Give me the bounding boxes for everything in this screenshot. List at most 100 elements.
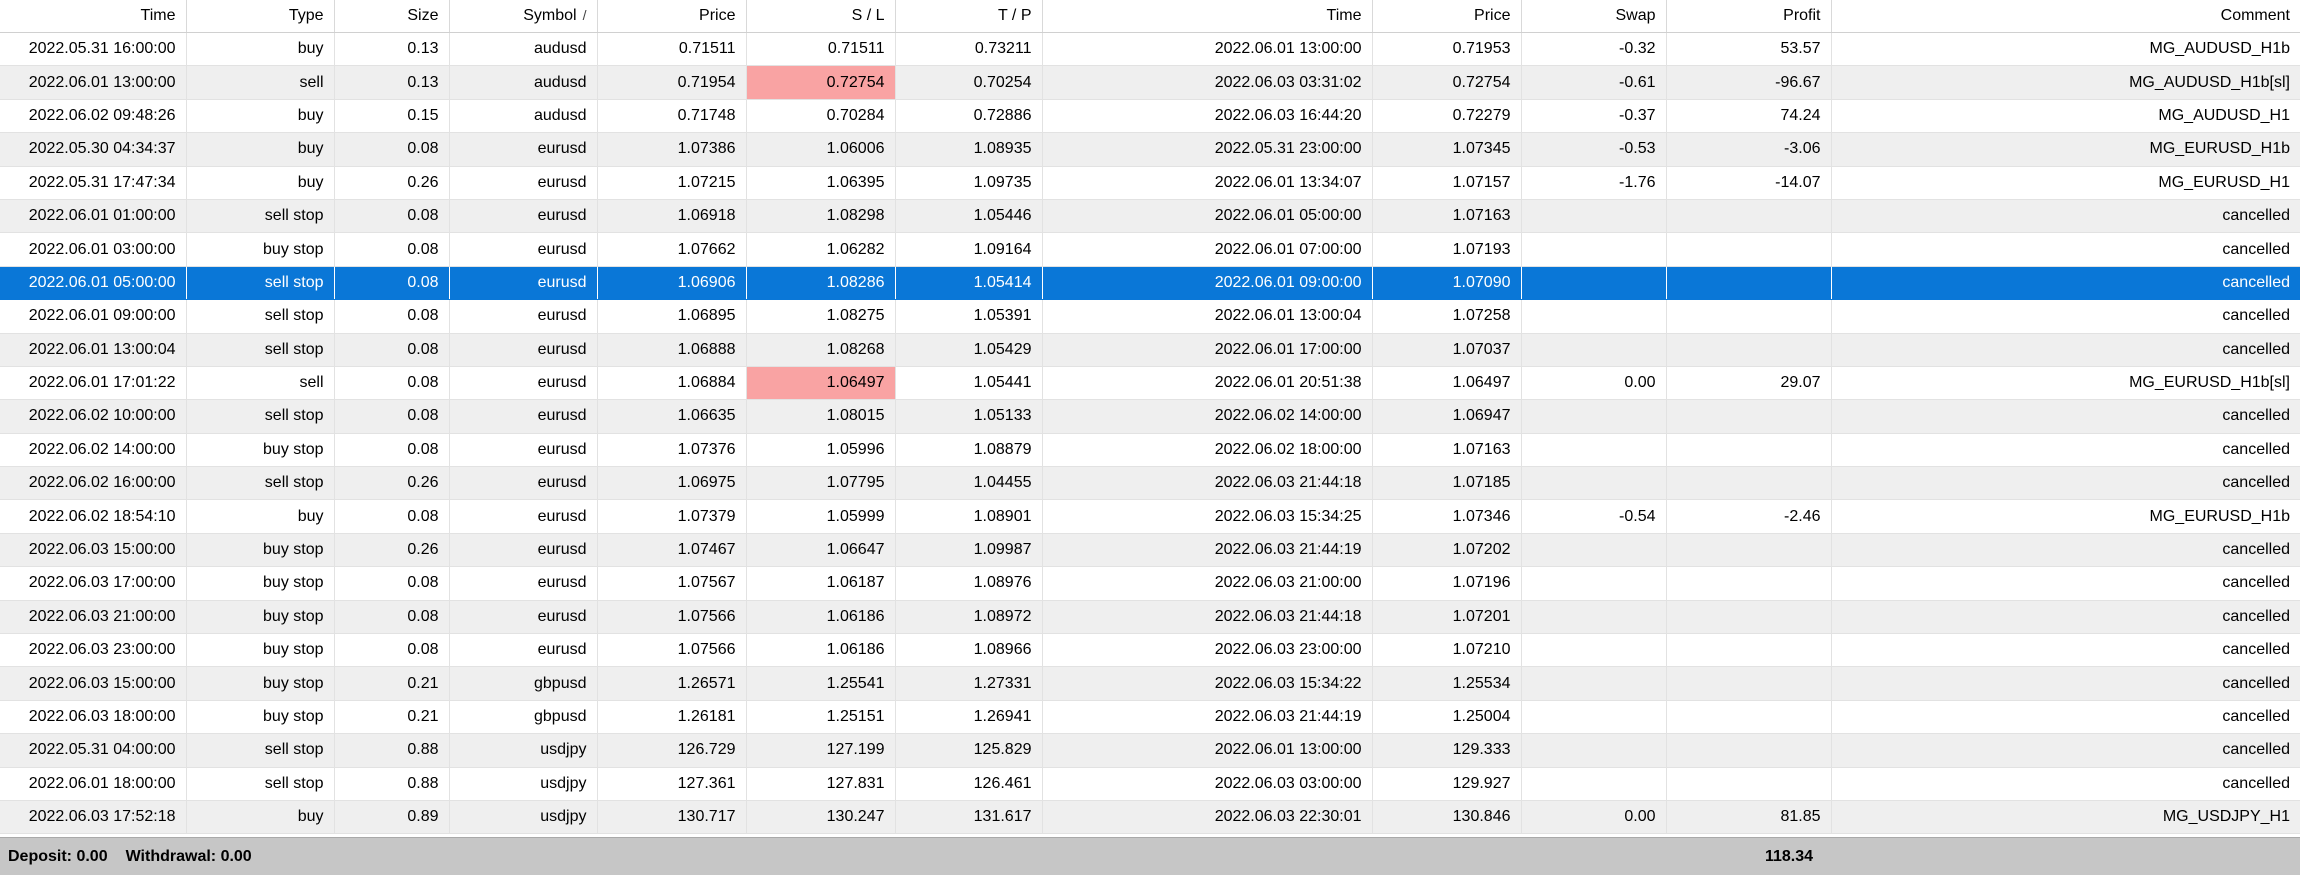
cell-close-time: 2022.06.03 21:44:18 (1042, 600, 1373, 635)
cell-open-price: 1.07379 (597, 499, 747, 534)
table-row[interactable]: 2022.05.31 16:00:00 buy 0.13 audusd 0.71511 0… (0, 32, 2300, 67)
cell-swap (1521, 299, 1667, 334)
cell-open-time: 2022.06.03 17:00:00 (0, 566, 187, 601)
cell-close-price: 1.07185 (1372, 466, 1522, 501)
cell-sl: 130.247 (746, 800, 896, 835)
column-header-tp[interactable]: T / P (895, 0, 1043, 33)
cell-open-price: 1.06884 (597, 366, 747, 401)
table-row[interactable]: 2022.06.03 15:00:00 buy stop 0.26 eurusd 1.0… (0, 533, 2300, 568)
table-row[interactable]: 2022.06.02 10:00:00 sell stop 0.08 eurusd 1.… (0, 399, 2300, 434)
cell-sl: 1.06187 (746, 566, 896, 601)
cell-close-time: 2022.06.03 23:00:00 (1042, 633, 1373, 668)
cell-size: 0.26 (334, 166, 450, 200)
table-row[interactable]: 2022.06.02 16:00:00 sell stop 0.26 eurusd 1.… (0, 466, 2300, 501)
cell-close-time: 2022.06.02 14:00:00 (1042, 399, 1373, 434)
cell-profit (1666, 733, 1832, 768)
cell-size: 0.08 (334, 600, 450, 635)
table-row[interactable]: 2022.06.01 17:01:22 sell 0.08 eurusd 1.06884… (0, 366, 2300, 401)
cell-swap (1521, 232, 1667, 267)
cell-comment: cancelled (1831, 566, 2300, 601)
table-row[interactable]: 2022.06.01 09:00:00 sell stop 0.08 eurusd 1.… (0, 299, 2300, 334)
cell-sl: 1.06647 (746, 533, 896, 568)
cell-type: buy (186, 32, 335, 67)
table-row[interactable]: 2022.05.31 04:00:00 sell stop 0.88 usdjpy 12… (0, 733, 2300, 768)
cell-size: 0.08 (334, 232, 450, 267)
cell-profit: 74.24 (1666, 99, 1832, 134)
table-row[interactable]: 2022.05.31 17:47:34 buy 0.26 eurusd 1.07215 1… (0, 166, 2300, 200)
cell-type: buy (186, 132, 335, 167)
cell-sl: 1.06186 (746, 633, 896, 668)
table-row[interactable]: 2022.06.01 01:00:00 sell stop 0.08 eurusd 1.… (0, 199, 2300, 234)
cell-symbol: usdjpy (449, 800, 598, 835)
table-row[interactable]: 2022.06.01 18:00:00 sell stop 0.88 usdjpy 12… (0, 767, 2300, 801)
cell-symbol: gbpusd (449, 666, 598, 701)
column-header-symbol[interactable]: Symbol / (449, 0, 598, 33)
cell-close-price: 1.07163 (1372, 433, 1522, 468)
cell-close-time: 2022.06.01 13:00:00 (1042, 32, 1373, 67)
cell-swap (1521, 633, 1667, 668)
column-header-profit[interactable]: Profit (1666, 0, 1832, 33)
cell-type: sell stop (186, 266, 335, 301)
cell-comment: cancelled (1831, 433, 2300, 468)
table-row[interactable]: 2022.06.01 13:00:04 sell stop 0.08 eurusd 1.… (0, 333, 2300, 367)
cell-size: 0.08 (334, 566, 450, 601)
cell-tp: 1.27331 (895, 666, 1043, 701)
column-header-comment[interactable]: Comment (1831, 0, 2300, 33)
cell-size: 0.88 (334, 767, 450, 801)
column-header-open-price[interactable]: Price (597, 0, 747, 33)
table-row[interactable]: 2022.06.01 03:00:00 buy stop 0.08 eurusd 1.0… (0, 232, 2300, 267)
cell-comment: MG_EURUSD_H1b (1831, 499, 2300, 534)
cell-swap (1521, 666, 1667, 701)
table-row[interactable]: 2022.06.02 09:48:26 buy 0.15 audusd 0.71748 0… (0, 99, 2300, 134)
cell-type: sell stop (186, 199, 335, 234)
cell-open-price: 1.06906 (597, 266, 747, 301)
table-row[interactable]: 2022.06.03 21:00:00 buy stop 0.08 eurusd 1.0… (0, 600, 2300, 635)
table-row[interactable]: 2022.06.03 17:52:18 buy 0.89 usdjpy 130.717 1… (0, 800, 2300, 835)
table-row[interactable]: 2022.05.30 04:34:37 buy 0.08 eurusd 1.07386 1… (0, 132, 2300, 167)
table-row[interactable]: 2022.06.02 18:54:10 buy 0.08 eurusd 1.07379 1… (0, 499, 2300, 534)
table-row[interactable]: 2022.06.03 17:00:00 buy stop 0.08 eurusd 1.0… (0, 566, 2300, 601)
cell-close-time: 2022.06.01 07:00:00 (1042, 232, 1373, 267)
cell-tp: 1.05391 (895, 299, 1043, 334)
cell-swap: 0.00 (1521, 800, 1667, 835)
table-row[interactable]: 2022.06.01 05:00:00 sell stop 0.08 eurusd 1.… (0, 266, 2300, 301)
cell-open-price: 126.729 (597, 733, 747, 768)
column-header-symbol-label: Symbol (523, 7, 577, 24)
column-header-size[interactable]: Size (334, 0, 450, 33)
cell-tp: 0.73211 (895, 32, 1043, 67)
column-header-open-time[interactable]: Time (0, 0, 187, 33)
table-row[interactable]: 2022.06.03 23:00:00 buy stop 0.08 eurusd 1.0… (0, 633, 2300, 668)
column-header-close-time[interactable]: Time (1042, 0, 1373, 33)
cell-profit (1666, 433, 1832, 468)
cell-type: buy stop (186, 666, 335, 701)
cell-comment: MG_AUDUSD_H1b[sl] (1831, 65, 2300, 100)
column-header-sl[interactable]: S / L (746, 0, 896, 33)
cell-size: 0.21 (334, 666, 450, 701)
cell-symbol: eurusd (449, 399, 598, 434)
table-row[interactable]: 2022.06.01 13:00:00 sell 0.13 audusd 0.71954… (0, 65, 2300, 100)
cell-symbol: eurusd (449, 433, 598, 468)
table-row[interactable]: 2022.06.03 18:00:00 buy stop 0.21 gbpusd 1.2… (0, 700, 2300, 735)
deposit-total: Deposit: 0.00 (8, 847, 108, 865)
table-row[interactable]: 2022.06.02 14:00:00 buy stop 0.08 eurusd 1.0… (0, 433, 2300, 468)
column-header-close-price[interactable]: Price (1372, 0, 1522, 33)
cell-type: sell stop (186, 399, 335, 434)
cell-open-time: 2022.05.31 17:47:34 (0, 166, 187, 200)
table-row[interactable]: 2022.06.03 15:00:00 buy stop 0.21 gbpusd 1.2… (0, 666, 2300, 701)
cell-symbol: eurusd (449, 333, 598, 367)
cell-profit (1666, 232, 1832, 267)
cell-close-price: 1.07157 (1372, 166, 1522, 200)
cell-comment: cancelled (1831, 399, 2300, 434)
cell-sl: 1.06282 (746, 232, 896, 267)
cell-type: sell (186, 366, 335, 401)
cell-type: sell stop (186, 767, 335, 801)
cell-tp: 1.08935 (895, 132, 1043, 167)
column-header-swap[interactable]: Swap (1521, 0, 1667, 33)
cell-close-time: 2022.06.03 21:44:19 (1042, 533, 1373, 568)
cell-close-price: 1.07258 (1372, 299, 1522, 334)
column-header-type[interactable]: Type (186, 0, 335, 33)
cell-tp: 1.26941 (895, 700, 1043, 735)
cell-size: 0.08 (334, 366, 450, 401)
cell-symbol: eurusd (449, 299, 598, 334)
cell-open-time: 2022.06.01 01:00:00 (0, 199, 187, 234)
